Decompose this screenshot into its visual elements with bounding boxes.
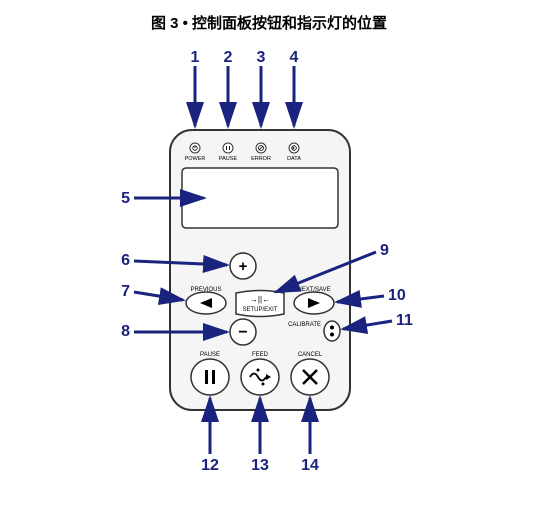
svg-text:12: 12	[201, 457, 219, 474]
svg-text:6: 6	[121, 252, 130, 269]
svg-text:10: 10	[388, 287, 406, 304]
plus-button[interactable]: +	[230, 253, 256, 279]
callout-3: 3	[257, 49, 266, 126]
svg-text:SETUP/EXIT: SETUP/EXIT	[242, 307, 277, 313]
callout-11: 11	[343, 312, 413, 329]
previous-button[interactable]: PREVIOUS	[186, 287, 226, 314]
svg-text:9: 9	[380, 242, 389, 259]
svg-text:1: 1	[191, 49, 200, 66]
svg-text:3: 3	[257, 49, 266, 66]
svg-text:PAUSE: PAUSE	[200, 352, 220, 358]
svg-text:FEED: FEED	[252, 352, 269, 358]
next-save-button[interactable]: NEXT/SAVE	[294, 287, 334, 314]
svg-text:+: +	[239, 258, 248, 275]
svg-text:ERROR: ERROR	[251, 156, 271, 162]
svg-text:CALIBRATE: CALIBRATE	[288, 322, 321, 328]
svg-text:14: 14	[301, 457, 319, 474]
display-screen	[182, 168, 338, 228]
minus-button[interactable]: −	[230, 319, 256, 345]
svg-text:7: 7	[121, 283, 130, 300]
svg-text:CANCEL: CANCEL	[298, 352, 323, 358]
svg-text:11: 11	[396, 312, 413, 329]
svg-text:4: 4	[290, 49, 299, 66]
svg-text:8: 8	[121, 323, 130, 340]
svg-text:DATA: DATA	[287, 156, 301, 162]
callout-1: 1	[191, 49, 200, 126]
callout-2: 2	[224, 49, 233, 126]
control-panel: POWER PAUSE ERROR DATA +	[170, 130, 350, 410]
svg-text:2: 2	[224, 49, 233, 66]
callout-4: 4	[290, 49, 299, 126]
svg-text:5: 5	[121, 190, 130, 207]
svg-text:POWER: POWER	[185, 156, 206, 162]
setup-exit-button[interactable]: →||← SETUP/EXIT	[236, 291, 284, 317]
svg-text:−: −	[238, 324, 247, 341]
svg-text:PAUSE: PAUSE	[219, 156, 238, 162]
figure-title: 图 3 • 控制面板按钮和指示灯的位置	[0, 12, 538, 33]
diagram-svg: POWER PAUSE ERROR DATA +	[0, 0, 538, 506]
svg-text:→||←: →||←	[250, 295, 270, 304]
svg-text:13: 13	[251, 457, 269, 474]
